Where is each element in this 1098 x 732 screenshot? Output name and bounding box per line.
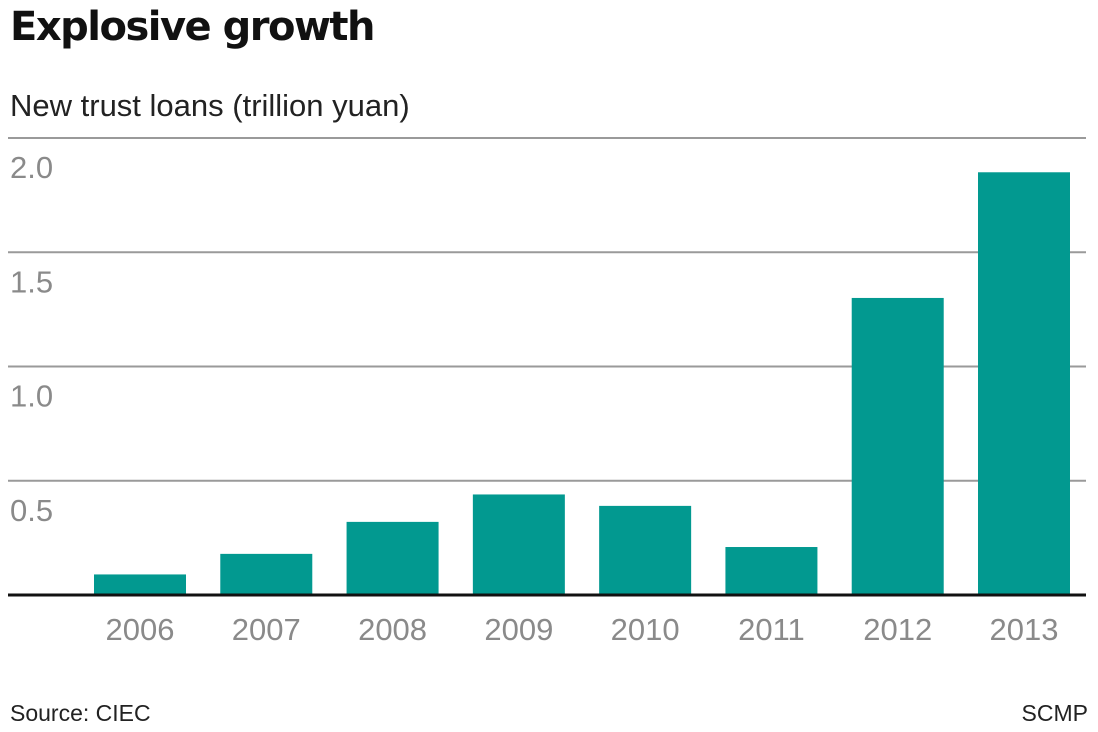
bar-2009 (472, 494, 565, 595)
bar-2011 (725, 547, 818, 595)
bar-2010 (599, 505, 692, 595)
x-tick-label: 2013 (990, 612, 1059, 647)
y-tick-label: 0.5 (10, 493, 53, 528)
x-tick-label: 2010 (611, 612, 680, 647)
y-tick-label: 1.5 (10, 264, 53, 299)
x-tick-label: 2006 (106, 612, 175, 647)
x-tick-label: 2007 (232, 612, 301, 647)
bars (94, 172, 1070, 595)
x-tick-label: 2012 (863, 612, 932, 647)
credit-note: SCMP (1021, 700, 1088, 726)
bar-2012 (851, 297, 944, 595)
x-tick-label: 2011 (738, 612, 805, 647)
bar-2006 (94, 574, 186, 595)
chart-subtitle: New trust loans (trillion yuan) (10, 88, 410, 123)
chart-title: Explosive growth (10, 4, 376, 50)
y-tick-label: 1.0 (10, 379, 53, 414)
y-axis-ticks: 0.5 1.0 1.5 2.0 (10, 150, 53, 528)
bar-2013 (978, 172, 1070, 595)
x-tick-label: 2008 (358, 612, 427, 647)
bar-2008 (346, 521, 439, 595)
y-tick-label: 2.0 (10, 150, 53, 185)
source-note: Source: CIEC (10, 700, 151, 726)
bar-2007 (220, 553, 313, 595)
x-tick-label: 2009 (484, 612, 553, 647)
x-axis-ticks: 2006 2007 2008 2009 2010 2011 2012 2013 (106, 612, 1059, 647)
